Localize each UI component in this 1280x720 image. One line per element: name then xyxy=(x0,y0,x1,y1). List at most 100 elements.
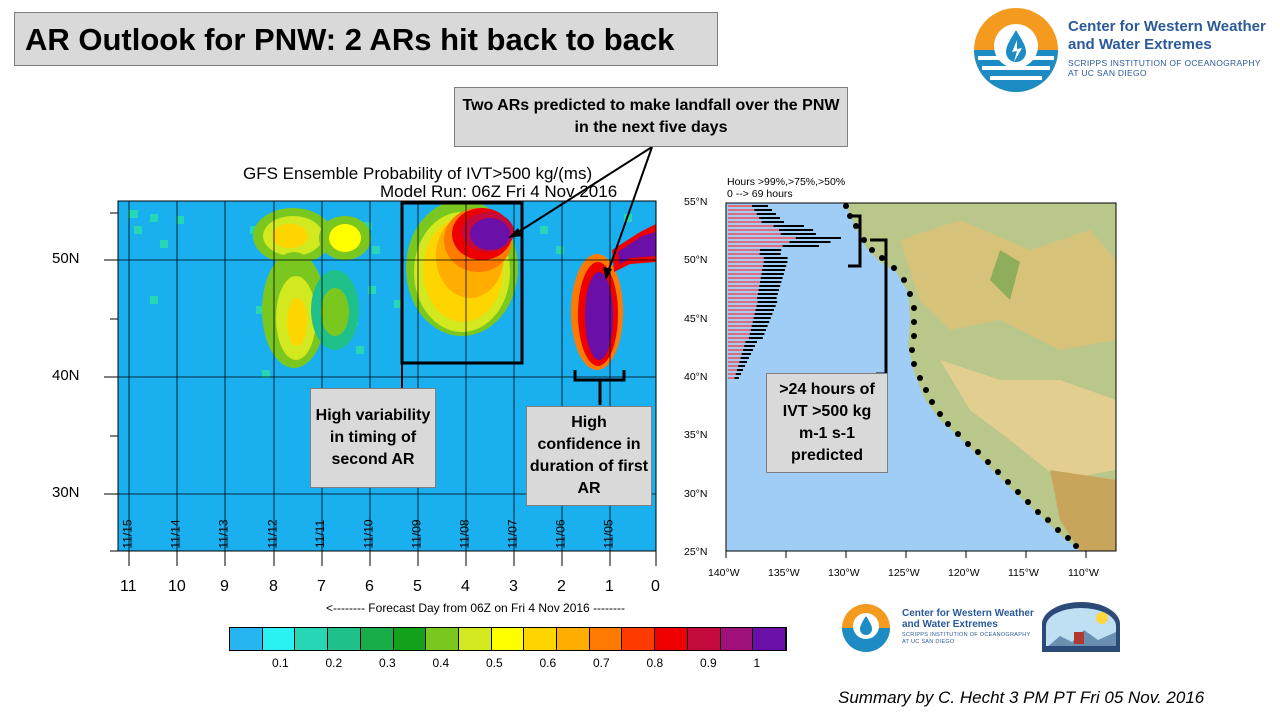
plot-forecast-day: 8 xyxy=(269,578,278,595)
map-lat-label: 45°N xyxy=(684,312,708,325)
map-lat-label: 35°N xyxy=(684,429,708,442)
map-legend-line1: Hours >99%,>75%,>50% xyxy=(727,176,846,188)
callout-hours-line2: m-1 s-1 predicted xyxy=(790,425,863,464)
plot-forecast-day: 3 xyxy=(509,578,518,595)
coast-point xyxy=(917,375,923,381)
slide-title: AR Outlook for PNW: 2 ARs hit back to ba… xyxy=(25,22,675,57)
logo-name-line2: and Water Extremes xyxy=(1068,36,1212,53)
bottom-logo-sub-line2: AT UC SAN DIEGO xyxy=(902,639,955,645)
map-lon-label: 120°W xyxy=(948,567,980,579)
coast-point xyxy=(937,411,943,417)
plot-forecast-day: 7 xyxy=(317,578,326,595)
coast-point xyxy=(891,265,897,271)
colorbar-label: 0.3 xyxy=(379,656,396,670)
bottom-logo-name-line2: and Water Extremes xyxy=(902,619,998,630)
plymouth-state-logo xyxy=(1042,602,1120,652)
summary-footer: Summary by C. Hecht 3 PM PT Fri 05 Nov. … xyxy=(838,688,1205,707)
colorbar-swatch xyxy=(557,628,590,650)
map-lat-label: 55°N xyxy=(684,196,708,208)
colorbar-swatch xyxy=(360,628,394,650)
colorbar-label: 1 xyxy=(753,656,761,670)
map-lat-label: 25°N xyxy=(684,545,708,558)
colorbar-label: 0.1 xyxy=(272,656,289,670)
map-lon-label: 140°W xyxy=(708,567,740,579)
probability-field xyxy=(128,201,656,378)
map-lon-label: 125°W xyxy=(888,567,920,579)
plot-forecast-day: 6 xyxy=(365,578,374,595)
bottom-logo-name-line1: Center for Western Weather xyxy=(902,608,1034,619)
coast-point xyxy=(923,387,929,393)
colorbar-label: 0.7 xyxy=(593,656,610,670)
coast-point xyxy=(1035,509,1041,515)
colorbar-swatch xyxy=(458,628,492,650)
colorbar-swatch xyxy=(393,628,427,650)
coast-point xyxy=(861,237,867,243)
callout-hours: >24 hours of IVT >500 kg m-1 s-1 predict… xyxy=(766,373,888,473)
coast-point xyxy=(985,459,991,465)
coast-point xyxy=(929,399,935,405)
colorbar-swatch xyxy=(426,628,459,650)
plot-forecast-day: 0 xyxy=(651,578,660,595)
colorbar-label: 0.5 xyxy=(486,656,503,670)
plot-forecast-day: 5 xyxy=(413,578,422,595)
coast-point xyxy=(1073,543,1079,549)
coast-point xyxy=(869,247,875,253)
colorbar-swatch xyxy=(753,628,786,650)
plot-forecast-day: 11 xyxy=(120,578,137,595)
callout-hours-line1: >24 hours of IVT >500 kg xyxy=(779,381,875,420)
map-legend-line2: 0 --> 69 hours xyxy=(727,188,793,200)
bottom-cw3e-logo-icon xyxy=(842,604,890,652)
coast-point xyxy=(1045,517,1051,523)
map-lon-label: 115°W xyxy=(1008,567,1039,579)
plot-xlabel: <-------- Forecast Day from 06Z on Fri 4… xyxy=(326,601,626,615)
plot-forecast-day: 9 xyxy=(220,578,229,595)
map-lon-label: 135°W xyxy=(768,567,800,579)
plot-title-line2: Model Run: 06Z Fri 4 Nov 2016 xyxy=(380,182,618,201)
colorbar-label: 0.8 xyxy=(646,656,664,670)
logo-name-line1: Center for Western Weather xyxy=(1068,18,1266,35)
coast-point xyxy=(955,431,961,437)
colorbar-swatch xyxy=(491,628,525,650)
colorbar xyxy=(229,627,787,651)
plot-grid xyxy=(118,201,656,551)
plot-forecast-day: 1 xyxy=(605,578,614,595)
coast-point xyxy=(901,277,907,283)
coast-point xyxy=(965,441,971,447)
coast-point xyxy=(879,255,885,261)
coast-point xyxy=(1025,499,1031,505)
plot-lat-50n: 50N xyxy=(52,250,80,267)
coast-point xyxy=(975,449,981,455)
first-ar-bracket xyxy=(573,370,626,405)
map-bracket-top xyxy=(848,214,862,268)
plot-title-line1: GFS Ensemble Probability of IVT>500 kg/(… xyxy=(243,164,593,183)
plot-lat-40n: 40N xyxy=(52,367,80,384)
colorbar-swatch xyxy=(524,628,558,650)
bottom-cw3e-logo: Center for Western Weather and Water Ext… xyxy=(838,602,1038,652)
colorbar-swatch xyxy=(230,628,263,650)
plot-lat-30n: 30N xyxy=(52,484,80,501)
coast-point xyxy=(843,203,849,209)
coast-point xyxy=(909,347,915,353)
logo-sub-line2: AT UC SAN DIEGO xyxy=(1068,68,1147,78)
colorbar-label: 0.9 xyxy=(700,656,717,670)
coast-point xyxy=(1005,479,1011,485)
coast-point xyxy=(911,305,917,311)
plot-forecast-day: 4 xyxy=(461,578,470,595)
coast-point xyxy=(911,333,917,339)
colorbar-swatch xyxy=(687,628,721,650)
coast-point xyxy=(907,291,913,297)
coast-point xyxy=(1055,527,1061,533)
coast-point xyxy=(911,361,917,367)
colorbar-swatch xyxy=(262,628,296,650)
colorbar-swatch xyxy=(655,628,688,650)
colorbar-label: 0.6 xyxy=(539,656,557,670)
colorbar-swatch xyxy=(589,628,623,650)
map-lon-label: 110°W xyxy=(1068,567,1099,579)
plot-forecast-day: 2 xyxy=(557,578,566,595)
colorbar-swatch xyxy=(328,628,361,650)
coast-point xyxy=(1015,489,1021,495)
colorbar-label: 0.2 xyxy=(325,656,343,670)
coast-point xyxy=(853,223,859,229)
slide-title-box: AR Outlook for PNW: 2 ARs hit back to ba… xyxy=(14,12,718,66)
colorbar-swatch xyxy=(622,628,656,650)
